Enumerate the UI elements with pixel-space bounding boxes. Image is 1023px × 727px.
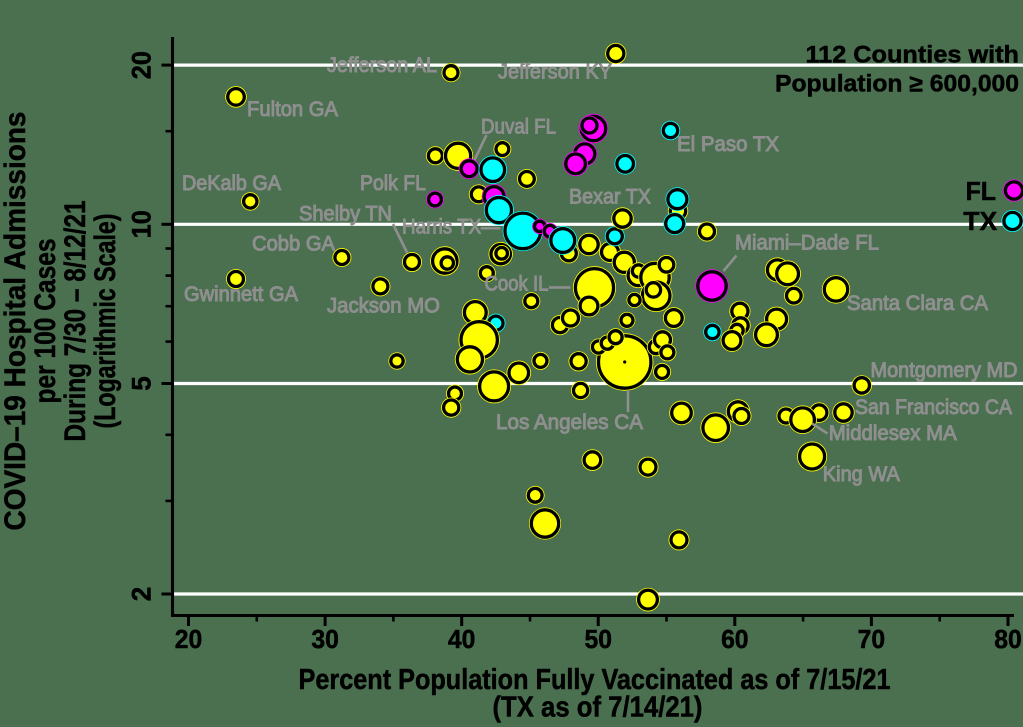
svg-text:70: 70 — [858, 624, 886, 654]
svg-text:DeKalb GA: DeKalb GA — [182, 171, 282, 195]
svg-text:Los Angeles CA: Los Angeles CA — [496, 410, 644, 434]
svg-text:112 Counties with: 112 Counties with — [806, 42, 1020, 69]
svg-text:Percent Population Fully Vacci: Percent Population Fully Vaccinated as o… — [299, 664, 891, 696]
svg-text:60: 60 — [721, 624, 749, 654]
svg-text:Jefferson KY: Jefferson KY — [498, 60, 612, 84]
svg-text:San Francisco CA: San Francisco CA — [855, 395, 1013, 419]
svg-text:King WA: King WA — [823, 462, 901, 486]
svg-text:80: 80 — [994, 624, 1022, 654]
svg-text:5: 5 — [127, 376, 157, 391]
svg-text:(Logarithmic Scale): (Logarithmic Scale) — [89, 214, 122, 429]
svg-text:Duval FL: Duval FL — [481, 115, 556, 139]
svg-text:COVID–19 Hospital Admissions: COVID–19 Hospital Admissions — [0, 112, 32, 531]
svg-text:20: 20 — [175, 624, 203, 654]
svg-text:Cook IL: Cook IL — [485, 272, 549, 296]
svg-text:Miami–Dade FL: Miami–Dade FL — [735, 231, 879, 255]
svg-text:2: 2 — [127, 587, 157, 602]
svg-text:20: 20 — [127, 51, 157, 79]
svg-text:Fulton GA: Fulton GA — [247, 97, 339, 121]
svg-text:During 7/30 – 8/12/21: During 7/30 – 8/12/21 — [59, 201, 92, 442]
svg-text:Santa Clara CA: Santa Clara CA — [847, 291, 989, 315]
svg-text:Cobb GA: Cobb GA — [252, 232, 336, 256]
svg-text:Jackson MO: Jackson MO — [327, 294, 440, 318]
svg-text:Gwinnett GA: Gwinnett GA — [184, 282, 299, 306]
svg-text:Shelby TN: Shelby TN — [299, 202, 392, 226]
svg-text:50: 50 — [584, 624, 612, 654]
svg-text:El Paso TX: El Paso TX — [677, 132, 779, 156]
svg-text:Montgomery MD: Montgomery MD — [871, 358, 1018, 382]
svg-text:Polk FL: Polk FL — [360, 171, 426, 195]
svg-text:Bexar TX: Bexar TX — [569, 185, 651, 209]
svg-text:40: 40 — [448, 624, 476, 654]
svg-text:Harris TX—: Harris TX— — [402, 215, 500, 239]
svg-text:Middlesex MA: Middlesex MA — [829, 421, 958, 445]
svg-text:30: 30 — [311, 624, 339, 654]
svg-text:Population ≥ 600,000: Population ≥ 600,000 — [775, 71, 1019, 98]
svg-text:(TX as of 7/14/21): (TX as of 7/14/21) — [493, 692, 703, 724]
svg-text:10: 10 — [127, 210, 157, 238]
svg-text:TX: TX — [963, 206, 998, 236]
svg-text:FL: FL — [966, 176, 997, 206]
svg-text:per 100 Cases: per 100 Cases — [29, 239, 62, 404]
svg-text:Jefferson AL: Jefferson AL — [327, 53, 437, 77]
